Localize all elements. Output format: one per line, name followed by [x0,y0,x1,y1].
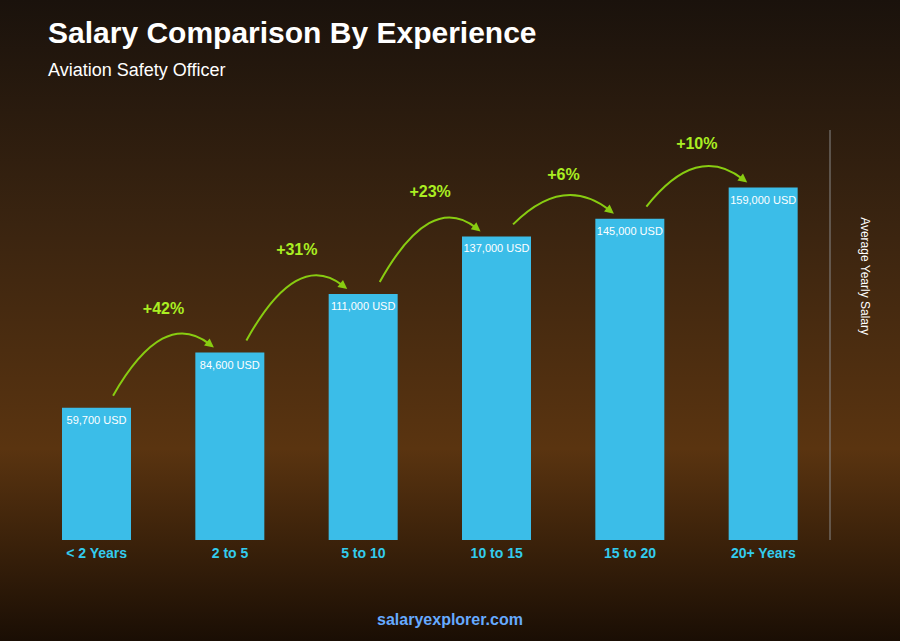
svg-text:15 to 20: 15 to 20 [604,545,656,561]
svg-text:+31%: +31% [276,241,317,258]
svg-text:159,000 USD: 159,000 USD [730,194,796,206]
svg-text:145,000 USD: 145,000 USD [597,225,663,237]
svg-text:5 to 10: 5 to 10 [341,545,386,561]
svg-text:+23%: +23% [409,183,450,200]
svg-text:59,700 USD: 59,700 USD [67,414,127,426]
svg-text:2 to 5: 2 to 5 [212,545,249,561]
svg-text:137,000 USD: 137,000 USD [463,242,529,254]
svg-text:10 to 15: 10 to 15 [471,545,523,561]
html-text:Salary Comparison By Experienc: Salary Comparison By Experience [48,16,537,49]
svg-text:+6%: +6% [547,166,579,183]
svg-text:111,000 USD: 111,000 USD [331,300,395,312]
svg-text:Average Yearly Salary: Average Yearly Salary [858,217,872,335]
svg-text:+42%: +42% [143,300,184,317]
svg-text:+10%: +10% [676,135,717,152]
html-text:Aviation Safety Officer: Aviation Safety Officer [48,60,226,80]
svg-text:84,600 USD: 84,600 USD [200,359,260,371]
html-text:salaryexplorer.com: salaryexplorer.com [377,611,523,628]
svg-text:20+ Years: 20+ Years [731,545,796,561]
svg-text:< 2 Years: < 2 Years [66,545,127,561]
